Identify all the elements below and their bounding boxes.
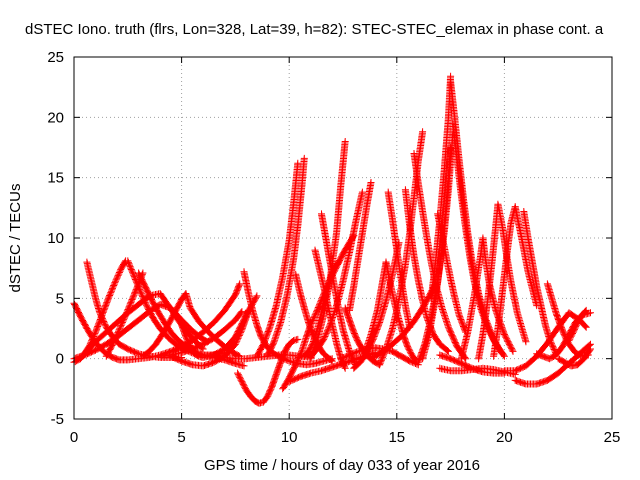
y-axis-label: dSTEC / TECUs	[7, 184, 24, 293]
series-markers	[318, 210, 360, 370]
data-series-16	[253, 159, 302, 360]
series-markers	[490, 203, 541, 360]
x-tick-label: 25	[604, 429, 621, 446]
x-axis-label: GPS time / hours of day 033 of year 2016	[204, 457, 480, 474]
data-series-50	[520, 208, 560, 358]
data-series-52	[543, 280, 592, 360]
y-tick-label: 15	[47, 170, 64, 187]
series-markers	[253, 159, 302, 360]
data-series-25	[318, 210, 360, 370]
series-markers	[436, 351, 508, 377]
y-tick-label: 5	[56, 290, 64, 307]
series-markers	[79, 257, 130, 360]
y-tick-label: -5	[51, 411, 64, 428]
data-series-42	[434, 210, 470, 336]
data-series-47	[490, 203, 541, 360]
series-markers	[264, 154, 308, 359]
series-markers	[543, 280, 592, 360]
x-tick-label: 10	[281, 429, 298, 446]
x-tick-label: 0	[70, 429, 78, 446]
x-tick-label: 5	[177, 429, 185, 446]
data-series-54	[565, 306, 590, 345]
series-markers	[346, 179, 375, 314]
data-series-53	[554, 345, 594, 370]
series-markers	[520, 208, 560, 358]
x-tick-label: 20	[496, 429, 513, 446]
data-series-44	[436, 351, 508, 377]
y-tick-label: 25	[47, 49, 64, 66]
chart-title: dSTEC Iono. truth (flrs, Lon=328, Lat=39…	[25, 21, 604, 38]
data-series-46	[475, 200, 530, 363]
series-markers	[475, 200, 530, 363]
y-tick-label: 20	[47, 109, 64, 126]
data-series-17	[264, 154, 308, 359]
y-tick-label: 10	[47, 230, 64, 247]
data-series-28	[346, 179, 375, 314]
plot-frame	[73, 56, 613, 420]
series-markers	[434, 210, 470, 336]
x-tick-label: 15	[388, 429, 405, 446]
series-markers	[565, 306, 590, 345]
y-tick-label: 0	[56, 351, 64, 368]
data-series	[70, 72, 594, 407]
data-series-5	[79, 257, 130, 360]
series-markers	[554, 345, 594, 370]
